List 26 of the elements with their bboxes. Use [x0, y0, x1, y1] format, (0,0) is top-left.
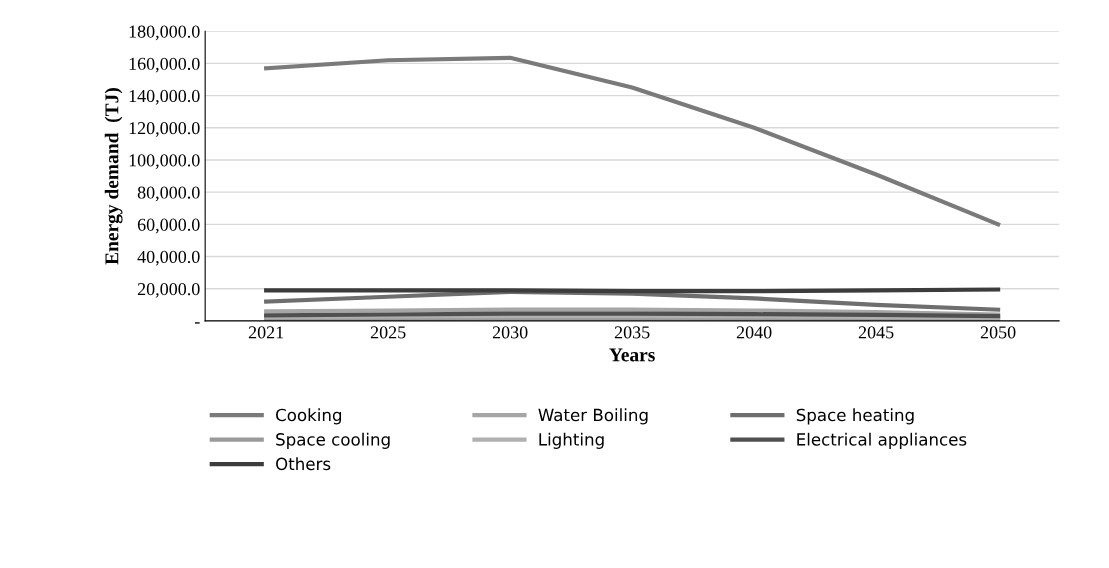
- x-tick-label: 2021: [248, 326, 284, 339]
- x-tick-label: 2025: [370, 326, 406, 339]
- x-tick-label: 2050: [980, 326, 1016, 339]
- x-axis-title: Years: [609, 348, 655, 362]
- y-tick-label: 80,000.0: [137, 186, 200, 202]
- x-tick-label: 2035: [614, 326, 650, 339]
- y-tick-label: -: [194, 322, 200, 324]
- legend-label: Cooking: [276, 408, 342, 425]
- y-tick-label: 100,000.0: [129, 154, 200, 170]
- x-tick-label: 2030: [492, 326, 528, 339]
- legend-label: Others: [276, 457, 331, 471]
- x-tick-label: 2045: [858, 326, 894, 339]
- y-axis-title: Energy demand (TJ): [104, 88, 123, 265]
- legend-label: Space heating: [796, 408, 914, 425]
- legend-label: Lighting: [539, 432, 604, 449]
- y-tick-label: 140,000.0: [129, 89, 200, 105]
- y-tick-label: 120,000.0: [129, 122, 200, 137]
- x-tick-label: 2040: [736, 326, 772, 339]
- legend-label: Water Boiling: [538, 408, 648, 425]
- y-tick-label: 60,000.0: [137, 218, 200, 234]
- y-tick-label: 160,000.0: [129, 57, 200, 73]
- y-tick-label: 20,000.0: [137, 282, 200, 298]
- legend-label: Electrical appliances: [797, 432, 967, 449]
- y-tick-label: 40,000.0: [137, 250, 200, 266]
- y-tick-label: 180,000.0: [129, 25, 200, 41]
- legend-label: Space cooling: [276, 432, 390, 449]
